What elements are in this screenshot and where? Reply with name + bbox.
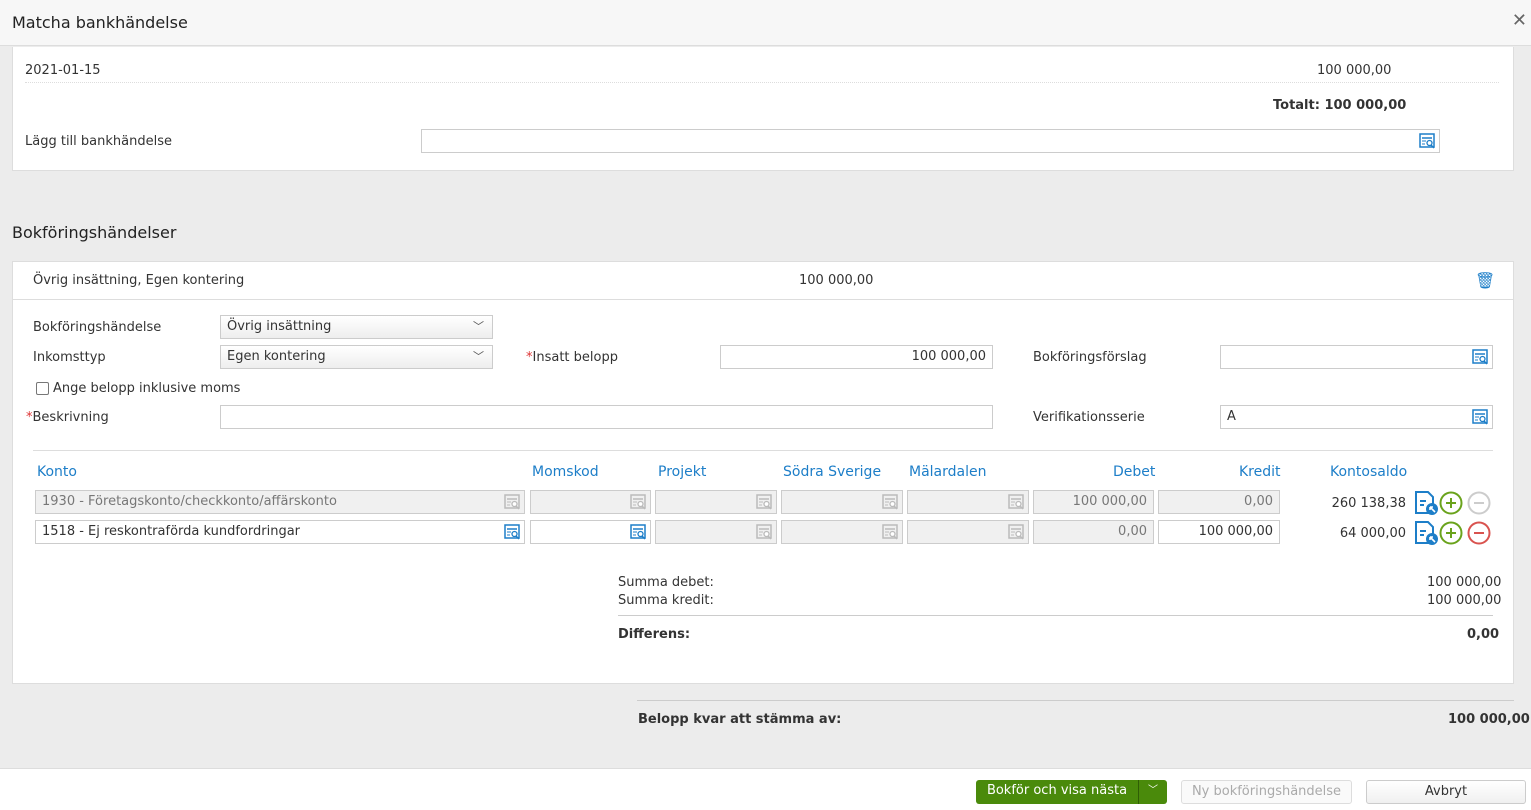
bank-amount: 100 000,00 — [1317, 63, 1392, 78]
add-bank-label: Lägg till bankhändelse — [25, 134, 172, 149]
beskr-label: *Beskrivning — [26, 410, 109, 425]
forslag-input[interactable] — [1220, 345, 1493, 369]
cell-debet: 100 000,00 — [1033, 490, 1154, 514]
bank-total: Totalt: 100 000,00 — [1273, 98, 1407, 113]
lookup-icon — [882, 524, 898, 540]
lookup-icon — [882, 494, 898, 510]
bokf-label: Bokföringshändelse — [33, 320, 162, 335]
lookup-icon — [1008, 524, 1024, 540]
cell-projekt — [655, 520, 777, 544]
lookup-icon[interactable] — [504, 524, 520, 540]
inkomst-label: Inkomsttyp — [33, 350, 106, 365]
remaining-value: 100 000,00 — [1448, 712, 1530, 727]
add-bank-input[interactable] — [421, 129, 1440, 153]
serie-label: Verifikationsserie — [1033, 410, 1145, 425]
cell-kredit[interactable]: 100 000,00 — [1158, 520, 1280, 544]
cell-malardalen — [907, 520, 1029, 544]
chevron-down-icon: ﹀ — [473, 320, 484, 333]
remove-row-icon[interactable] — [1467, 521, 1491, 545]
serie-input[interactable]: A — [1220, 405, 1493, 429]
cell-malardalen — [907, 490, 1029, 514]
lookup-icon[interactable] — [1472, 409, 1488, 425]
lookup-icon — [756, 494, 772, 510]
book-next-button[interactable]: Bokför och visa nästa — [976, 780, 1138, 804]
beskr-input[interactable] — [220, 405, 993, 429]
cell-debet: 0,00 — [1033, 520, 1154, 544]
forslag-label: Bokföringsförslag — [1033, 350, 1147, 365]
add-row-icon[interactable] — [1439, 521, 1463, 545]
trash-icon[interactable]: 🗑 — [1475, 271, 1496, 290]
inkomst-select[interactable]: Egen kontering ﹀ — [220, 345, 493, 369]
chevron-down-icon[interactable]: ﹀ — [1138, 780, 1167, 804]
bokf-select[interactable]: Övrig insättning ﹀ — [220, 315, 493, 339]
cell-projekt — [655, 490, 777, 514]
close-icon[interactable]: ✕ — [1511, 10, 1527, 31]
cell-konto[interactable]: 1518 - Ej reskontraförda kundfordringar — [35, 520, 525, 544]
remaining-label: Belopp kvar att stämma av: — [638, 712, 842, 727]
cell-konto: 1930 - Företagskonto/checkkonto/affärsko… — [35, 490, 525, 514]
col-sodra: Södra Sverige — [783, 464, 882, 480]
cell-saldo: 64 000,00 — [1339, 526, 1406, 541]
col-konto: Konto — [37, 464, 77, 480]
dialog-header: Matcha bankhändelse ✕ — [0, 0, 1531, 46]
lookup-icon[interactable] — [1419, 133, 1435, 149]
col-malardalen: Mälardalen — [909, 464, 987, 480]
bank-date: 2021-01-15 — [25, 63, 101, 78]
cell-momskod — [530, 490, 651, 514]
sum-kredit: 100 000,00 — [1427, 593, 1502, 608]
diff-value: 0,00 — [1467, 627, 1500, 642]
add-row-icon[interactable] — [1439, 491, 1463, 515]
diff-label: Differens: — [618, 627, 691, 642]
lookup-icon — [630, 494, 646, 510]
event-amount: 100 000,00 — [799, 273, 874, 288]
cell-kredit: 0,00 — [1158, 490, 1280, 514]
cell-saldo: 260 138,38 — [1331, 496, 1406, 511]
new-event-button[interactable]: Ny bokföringshändelse — [1181, 780, 1352, 804]
bank-panel: 2021-01-15 100 000,00 Totalt: 100 000,00… — [12, 47, 1514, 171]
lookup-icon[interactable] — [630, 524, 646, 540]
document-link-icon[interactable] — [1412, 490, 1440, 516]
lookup-icon[interactable] — [1472, 349, 1488, 365]
cancel-button[interactable]: Avbryt — [1366, 780, 1526, 804]
lookup-icon — [504, 494, 520, 510]
col-momskod: Momskod — [532, 464, 599, 480]
col-kredit: Kredit — [1239, 464, 1281, 480]
sum-debet: 100 000,00 — [1427, 575, 1502, 590]
lookup-icon — [1008, 494, 1024, 510]
cell-sodra — [781, 520, 903, 544]
col-projekt: Projekt — [658, 464, 707, 480]
event-summary: Övrig insättning, Egen kontering — [33, 273, 245, 288]
sum-debet-label: Summa debet: — [618, 575, 714, 590]
document-link-icon[interactable] — [1412, 520, 1440, 546]
chevron-down-icon: ﹀ — [473, 350, 484, 363]
insatt-input[interactable]: 100 000,00 — [720, 345, 993, 369]
moms-checkbox[interactable] — [36, 382, 49, 395]
dialog-title: Matcha bankhändelse — [12, 13, 188, 32]
col-kontosaldo: Kontosaldo — [1330, 464, 1408, 480]
lookup-icon — [756, 524, 772, 540]
insatt-label: *Insatt belopp — [526, 350, 618, 365]
cell-momskod[interactable] — [530, 520, 651, 544]
moms-label: Ange belopp inklusive moms — [53, 381, 241, 396]
cell-sodra — [781, 490, 903, 514]
sum-kredit-label: Summa kredit: — [618, 593, 714, 608]
event-summary-row[interactable]: Övrig insättning, Egen kontering 100 000… — [13, 262, 1513, 300]
remove-row-icon — [1467, 491, 1491, 515]
section-title: Bokföringshändelser — [12, 223, 177, 242]
col-debet: Debet — [1113, 464, 1156, 480]
